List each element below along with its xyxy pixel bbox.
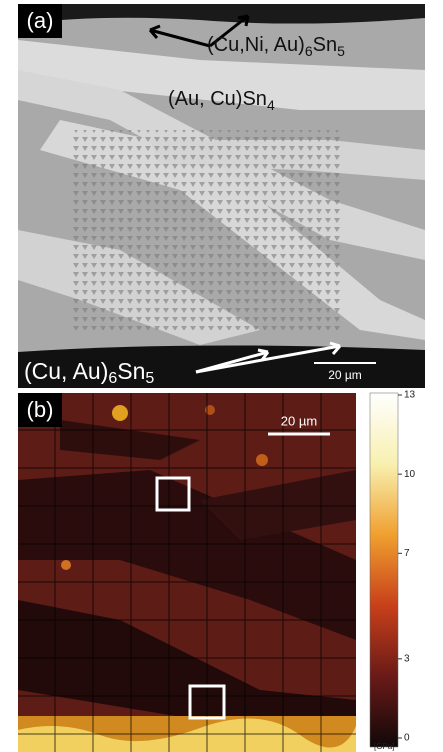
colorbar-tick-label: 3 bbox=[404, 653, 410, 664]
phase-text: (Cu, Au) bbox=[24, 358, 108, 384]
colorbar-tick-label: 10 bbox=[404, 469, 416, 480]
phase-text: Sn bbox=[117, 358, 145, 384]
figure: (a) (Cu,Ni, Au)6Sn5 (Au, Cu)Sn4 (Cu, Au)… bbox=[0, 0, 443, 752]
phase-subscript: 5 bbox=[145, 370, 154, 387]
panel-label: (b) bbox=[27, 397, 54, 422]
scale-label: 20 µm bbox=[281, 413, 317, 428]
phase-text: Sn bbox=[313, 34, 337, 56]
phase-label: (Cu, Au)6Sn5 bbox=[24, 358, 154, 387]
colorbar-tick-label: 7 bbox=[404, 548, 410, 559]
hardness-map bbox=[18, 393, 356, 752]
phase-subscript: 6 bbox=[108, 370, 117, 387]
phase-text: (Cu,Ni, Au) bbox=[207, 34, 305, 56]
phase-label: (Cu,Ni, Au)6Sn5 bbox=[207, 34, 345, 58]
phase-subscript: 4 bbox=[267, 97, 275, 113]
colorbar-ticks: 0 3 7 10 13 bbox=[398, 390, 416, 744]
colorbar bbox=[370, 393, 398, 747]
scale-label: 20 µm bbox=[328, 368, 362, 382]
phase-subscript: 6 bbox=[305, 43, 313, 59]
phase-subscript: 5 bbox=[337, 43, 345, 59]
phase-text: (Au, Cu)Sn bbox=[168, 88, 267, 110]
colorbar-tick-label: 13 bbox=[404, 390, 416, 401]
colorbar-tick-label: 0 bbox=[404, 733, 410, 744]
phase-label: (Au, Cu)Sn4 bbox=[168, 88, 275, 112]
sem-image bbox=[18, 4, 425, 388]
panel-label: (a) bbox=[27, 8, 54, 33]
colorbar-unit: [GPa] bbox=[374, 742, 394, 751]
